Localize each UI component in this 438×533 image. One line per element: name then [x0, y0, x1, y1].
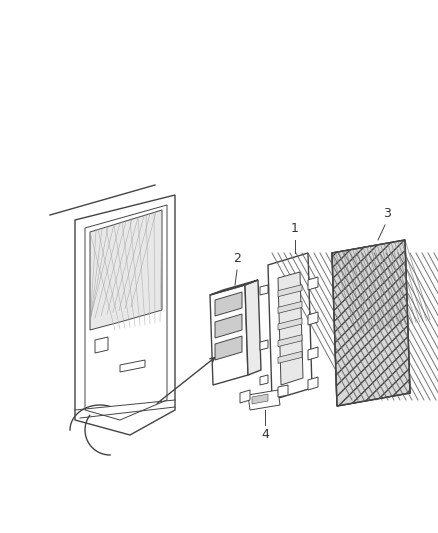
Polygon shape	[278, 285, 302, 297]
Polygon shape	[245, 280, 261, 375]
Text: 4: 4	[261, 428, 269, 441]
Polygon shape	[332, 240, 410, 406]
Polygon shape	[120, 360, 145, 372]
Polygon shape	[268, 253, 312, 400]
Polygon shape	[308, 377, 318, 390]
Polygon shape	[252, 394, 268, 404]
Text: 2: 2	[233, 252, 241, 265]
Polygon shape	[308, 347, 318, 360]
Polygon shape	[260, 285, 268, 295]
Polygon shape	[260, 375, 268, 385]
Polygon shape	[215, 292, 242, 316]
Polygon shape	[85, 205, 167, 420]
Polygon shape	[215, 314, 242, 338]
Polygon shape	[278, 301, 302, 313]
Text: 1: 1	[291, 222, 299, 235]
Polygon shape	[248, 390, 280, 410]
Polygon shape	[278, 318, 302, 330]
Polygon shape	[278, 385, 288, 397]
Polygon shape	[90, 210, 162, 330]
Text: 3: 3	[383, 207, 391, 220]
Polygon shape	[278, 335, 302, 346]
Polygon shape	[260, 340, 268, 350]
Polygon shape	[75, 195, 175, 435]
Polygon shape	[210, 285, 248, 385]
Polygon shape	[278, 272, 303, 385]
Polygon shape	[215, 336, 242, 360]
Polygon shape	[308, 312, 318, 325]
Polygon shape	[95, 337, 108, 353]
Polygon shape	[210, 280, 258, 295]
Polygon shape	[308, 277, 318, 290]
Polygon shape	[240, 390, 250, 403]
Polygon shape	[278, 351, 302, 364]
Polygon shape	[332, 240, 410, 406]
